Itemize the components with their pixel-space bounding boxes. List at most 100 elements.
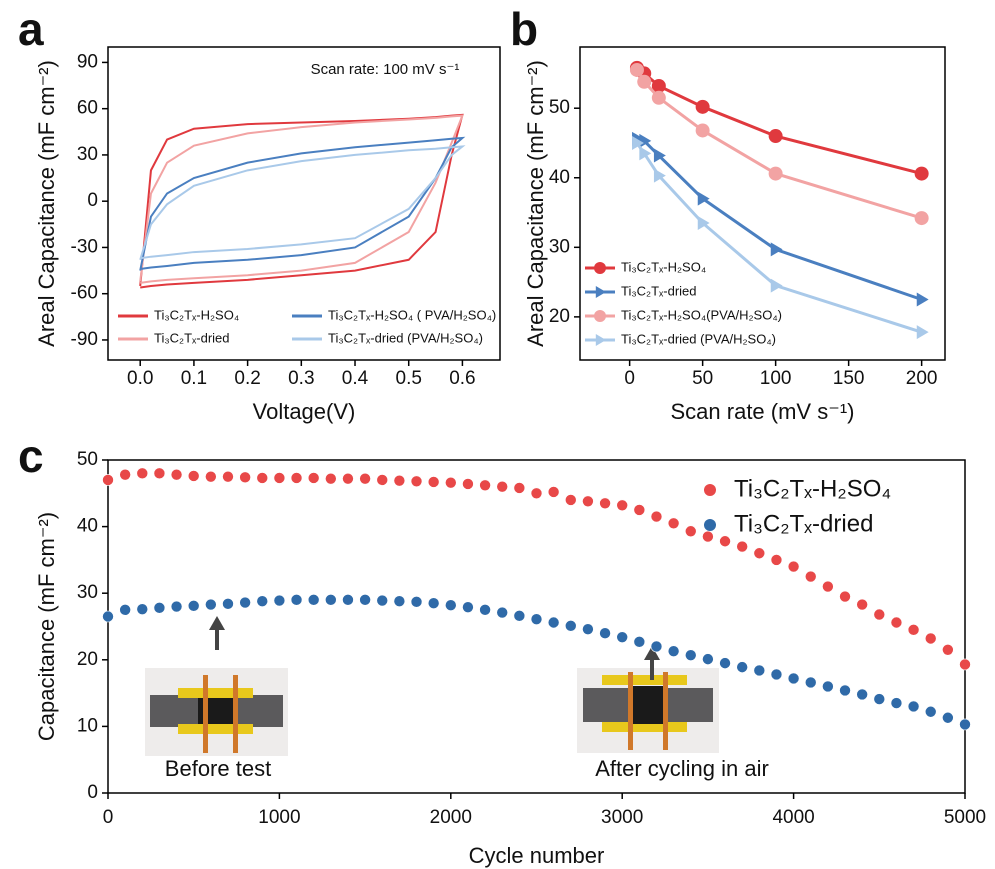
annotation: Scan rate: 100 mV s⁻¹	[311, 61, 460, 78]
data-point	[547, 616, 560, 629]
data-point	[768, 129, 783, 144]
data-point	[564, 620, 577, 632]
data-point	[376, 474, 389, 486]
y-tick-label: 0	[87, 190, 98, 211]
data-point	[564, 494, 577, 506]
data-point	[653, 168, 666, 183]
series-line	[139, 145, 466, 261]
data-point	[599, 627, 611, 639]
data-point	[479, 604, 491, 616]
data-point	[924, 632, 937, 645]
data-point	[770, 242, 783, 257]
data-point	[650, 510, 663, 523]
data-point	[444, 599, 457, 611]
data-point	[119, 468, 131, 481]
y-axis-label: Areal Capacitance (mF cm⁻²)	[523, 60, 548, 347]
data-point	[684, 649, 697, 661]
data-point	[444, 476, 457, 489]
legend-label: Ti₃C₂Tₓ-H₂SO₄	[734, 475, 891, 502]
x-tick-label: 0	[103, 807, 114, 828]
data-point	[736, 661, 748, 673]
data-point	[496, 480, 509, 493]
x-tick-label: 100	[760, 368, 792, 389]
data-point	[273, 594, 286, 607]
data-point	[427, 476, 440, 488]
plot-frame	[107, 46, 501, 361]
data-point	[856, 598, 868, 611]
data-point	[736, 540, 748, 553]
data-point	[187, 470, 200, 482]
x-tick-label: 0.1	[181, 368, 207, 389]
data-point	[205, 598, 217, 611]
legend-marker	[595, 286, 606, 298]
plot-frame	[107, 459, 966, 794]
data-point	[697, 191, 710, 206]
y-tick-label: -90	[71, 329, 98, 350]
data-point	[914, 211, 929, 226]
y-tick-label: 30	[549, 236, 570, 257]
data-point	[376, 594, 389, 607]
data-point	[582, 623, 594, 635]
data-point	[924, 705, 937, 718]
data-point	[907, 624, 920, 636]
data-point	[753, 547, 766, 560]
data-point	[651, 90, 666, 105]
data-point	[856, 688, 868, 701]
x-tick-label: 0.6	[449, 368, 475, 389]
data-point	[222, 470, 234, 483]
data-point	[787, 560, 800, 573]
data-point	[753, 664, 766, 677]
y-tick-label: 50	[77, 449, 98, 470]
data-point	[822, 580, 834, 593]
y-tick-label: 10	[77, 715, 98, 736]
series-line	[139, 136, 466, 271]
x-tick-label: 2000	[430, 807, 472, 828]
data-point	[102, 610, 114, 623]
data-point	[307, 594, 320, 606]
y-tick-label: 60	[77, 98, 98, 119]
data-point	[582, 495, 594, 508]
data-point	[256, 472, 269, 484]
data-point	[325, 472, 337, 485]
data-point	[530, 487, 543, 500]
data-point	[959, 658, 971, 671]
series-line	[139, 113, 464, 289]
series-line	[139, 114, 464, 284]
data-point	[768, 166, 783, 181]
data-point	[205, 470, 217, 483]
y-tick-label: 0	[87, 782, 98, 803]
data-point	[359, 594, 371, 606]
data-point	[462, 601, 474, 613]
data-point	[170, 600, 183, 613]
data-point	[479, 479, 491, 492]
panel-label: b	[510, 3, 538, 55]
annotation: After cycling in air	[595, 756, 769, 781]
data-point	[342, 472, 354, 485]
data-point	[256, 595, 269, 607]
legend-label: Ti₃C₂Tₓ-dried	[621, 283, 697, 298]
x-axis-label: Scan rate (mV s⁻¹)	[671, 399, 855, 424]
legend-label: Ti₃C₂Tₓ-dried (PVA/H₂SO₄)	[621, 331, 776, 346]
data-point	[513, 482, 526, 494]
data-point	[102, 474, 114, 486]
data-point	[695, 123, 710, 138]
data-point	[804, 570, 817, 583]
data-point	[616, 631, 629, 643]
y-tick-label: -30	[71, 236, 98, 257]
data-point	[770, 668, 783, 681]
y-tick-label: 40	[77, 516, 98, 537]
x-tick-label: 50	[692, 368, 713, 389]
data-point	[393, 474, 406, 487]
data-point	[513, 610, 526, 622]
data-point	[770, 278, 783, 293]
x-tick-label: 4000	[772, 807, 814, 828]
data-point	[770, 554, 783, 566]
y-tick-label: 20	[549, 306, 570, 327]
x-tick-label: 0.2	[234, 368, 260, 389]
data-point	[890, 616, 903, 629]
series-line	[636, 66, 923, 176]
data-point	[787, 672, 800, 685]
data-point	[873, 608, 886, 621]
data-point	[136, 603, 149, 615]
data-point	[839, 684, 851, 697]
